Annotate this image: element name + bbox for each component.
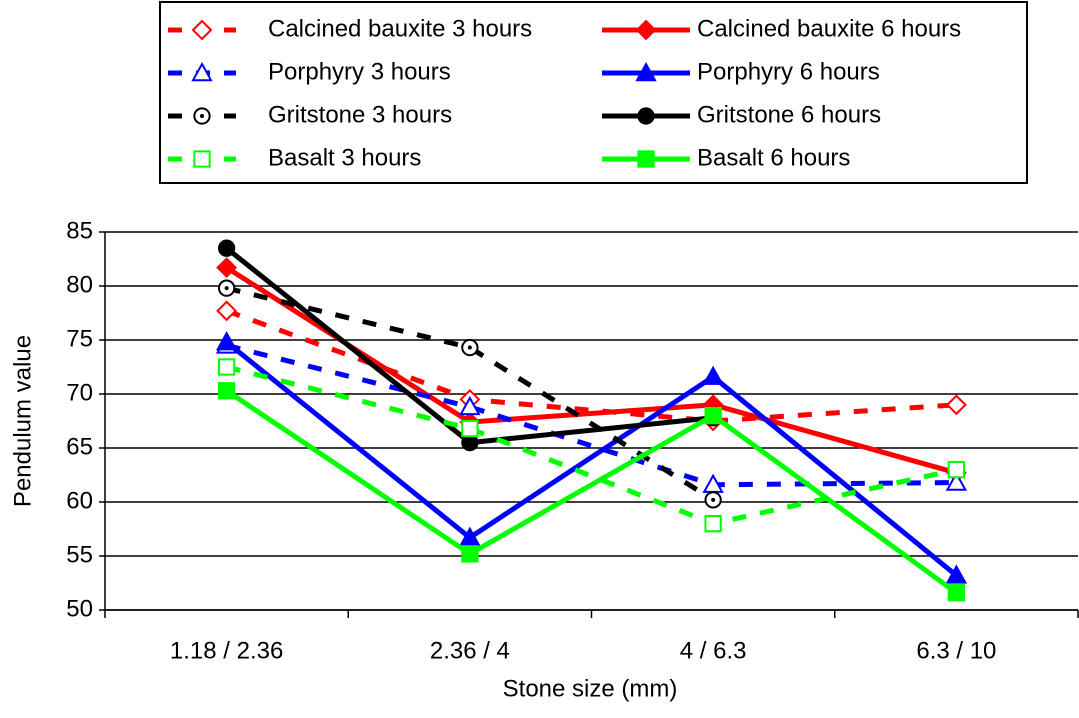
- data-point: [947, 460, 966, 479]
- legend-marker: [637, 107, 655, 125]
- data-point: [217, 358, 236, 376]
- legend-label: Calcined bauxite 6 hours: [697, 15, 961, 42]
- x-tick-label: 1.18 / 2.36: [170, 637, 283, 664]
- legend-label: Basalt 3 hours: [268, 144, 421, 171]
- legend-label: Porphyry 3 hours: [268, 58, 451, 85]
- x-tick-label: 2.36 / 4: [430, 637, 510, 664]
- legend-label: Gritstone 3 hours: [268, 101, 452, 128]
- data-point: [702, 365, 724, 385]
- data-point: [461, 433, 479, 452]
- x-tick-label: 4 / 6.3: [680, 637, 747, 664]
- data-point: [217, 382, 236, 400]
- y-tick-label: 60: [66, 487, 93, 514]
- y-tick-label: 55: [66, 541, 93, 568]
- series-line: [226, 364, 957, 527]
- legend-label: Gritstone 6 hours: [697, 101, 881, 128]
- legend-box: [159, 1, 1028, 184]
- legend-marker-dot: [200, 114, 204, 118]
- data-point: [704, 406, 722, 425]
- data-point: [459, 395, 481, 416]
- legend-marker: [635, 61, 657, 82]
- data-point: [216, 300, 238, 322]
- data-point-dot: [224, 286, 229, 291]
- legend-marker: [635, 19, 657, 41]
- data-point: [947, 584, 966, 602]
- y-tick-label: 80: [66, 271, 93, 298]
- legend-label: Porphyry 6 hours: [697, 58, 880, 85]
- data-point: [945, 471, 968, 491]
- legend-marker: [191, 61, 213, 82]
- legend-label: Calcined bauxite 3 hours: [268, 15, 532, 42]
- legend-marker: [191, 19, 213, 41]
- legend-label: Basalt 6 hours: [697, 144, 850, 171]
- legend-marker: [637, 150, 655, 168]
- data-point-dot: [467, 345, 472, 350]
- x-axis-label: Stone size (mm): [503, 675, 678, 702]
- y-tick-label: 50: [66, 595, 93, 622]
- data-point: [461, 419, 479, 438]
- series-line: [225, 308, 957, 424]
- series-line: [225, 340, 958, 578]
- y-axis-label: Pendulum value: [9, 335, 36, 507]
- y-tick-label: 85: [66, 217, 93, 244]
- y-tick-label: 75: [66, 325, 93, 352]
- data-point: [216, 257, 238, 279]
- x-tick-label: 6.3 / 10: [916, 637, 996, 664]
- data-point: [704, 514, 722, 533]
- data-point-dot: [711, 497, 716, 502]
- y-tick-label: 70: [66, 379, 93, 406]
- data-point: [945, 394, 967, 416]
- series-line: [225, 388, 958, 595]
- series-line: [225, 265, 958, 476]
- data-point: [461, 545, 479, 563]
- data-point: [215, 331, 238, 351]
- data-point: [217, 239, 236, 257]
- y-tick-label: 65: [66, 433, 93, 460]
- data-point: [945, 564, 968, 584]
- series-line: [226, 342, 957, 488]
- legend-marker: [193, 150, 211, 168]
- data-point: [459, 526, 481, 546]
